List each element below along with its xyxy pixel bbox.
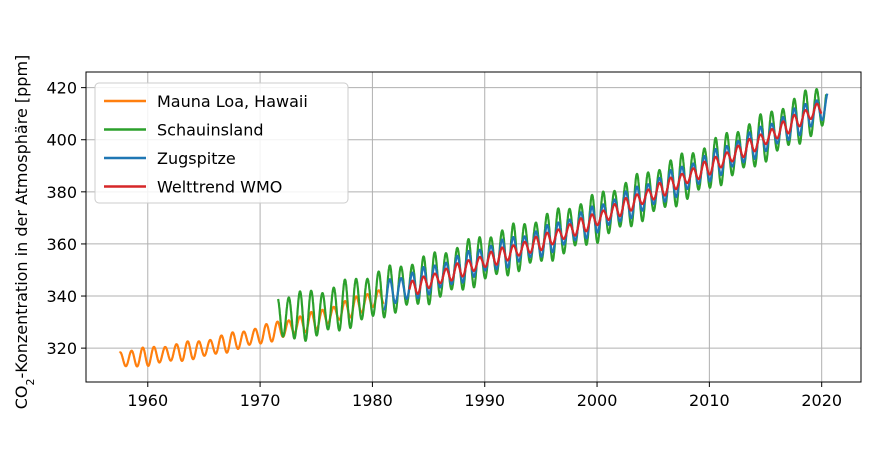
plot-frame (85, 71, 862, 383)
y-tick-label: 380 (46, 183, 77, 202)
x-tick-label: 1980 (352, 391, 393, 410)
y-tick-label: 320 (46, 339, 77, 358)
series-line-mauna-loa-hawaii (118, 289, 385, 368)
legend-entry: Mauna Loa, Hawaii (157, 92, 308, 111)
legend-entry: Zugspitze (157, 149, 236, 168)
y-axis: 320 340 360 380 400 420 (46, 79, 86, 358)
y-axis-label: CO2-Konzentration in der Atmosphäre [ppm… (12, 55, 37, 410)
series-line-welttrend-wmo (408, 102, 823, 295)
x-tick-label: 2020 (801, 391, 842, 410)
y-tick-label: 360 (46, 235, 77, 254)
legend-entry: Welttrend WMO (157, 178, 282, 197)
x-tick-label: 1960 (127, 391, 168, 410)
series-line-schauinsland (277, 87, 828, 342)
x-tick-label: 1970 (240, 391, 281, 410)
y-tick-label: 400 (46, 131, 77, 150)
x-tick-label: 2010 (689, 391, 730, 410)
x-tick-label: 2000 (577, 391, 618, 410)
x-tick-label: 1990 (464, 391, 505, 410)
legend-box (94, 82, 349, 204)
y-tick-label: 420 (46, 79, 77, 98)
legend: Mauna Loa, Hawaii Schauinsland Zugspitze We… (94, 82, 349, 204)
y-tick-label: 340 (46, 287, 77, 306)
x-axis: 1960 1970 1980 1990 2000 2010 2020 (127, 382, 842, 410)
legend-entry: Schauinsland (157, 121, 264, 140)
series-lines (118, 87, 829, 368)
